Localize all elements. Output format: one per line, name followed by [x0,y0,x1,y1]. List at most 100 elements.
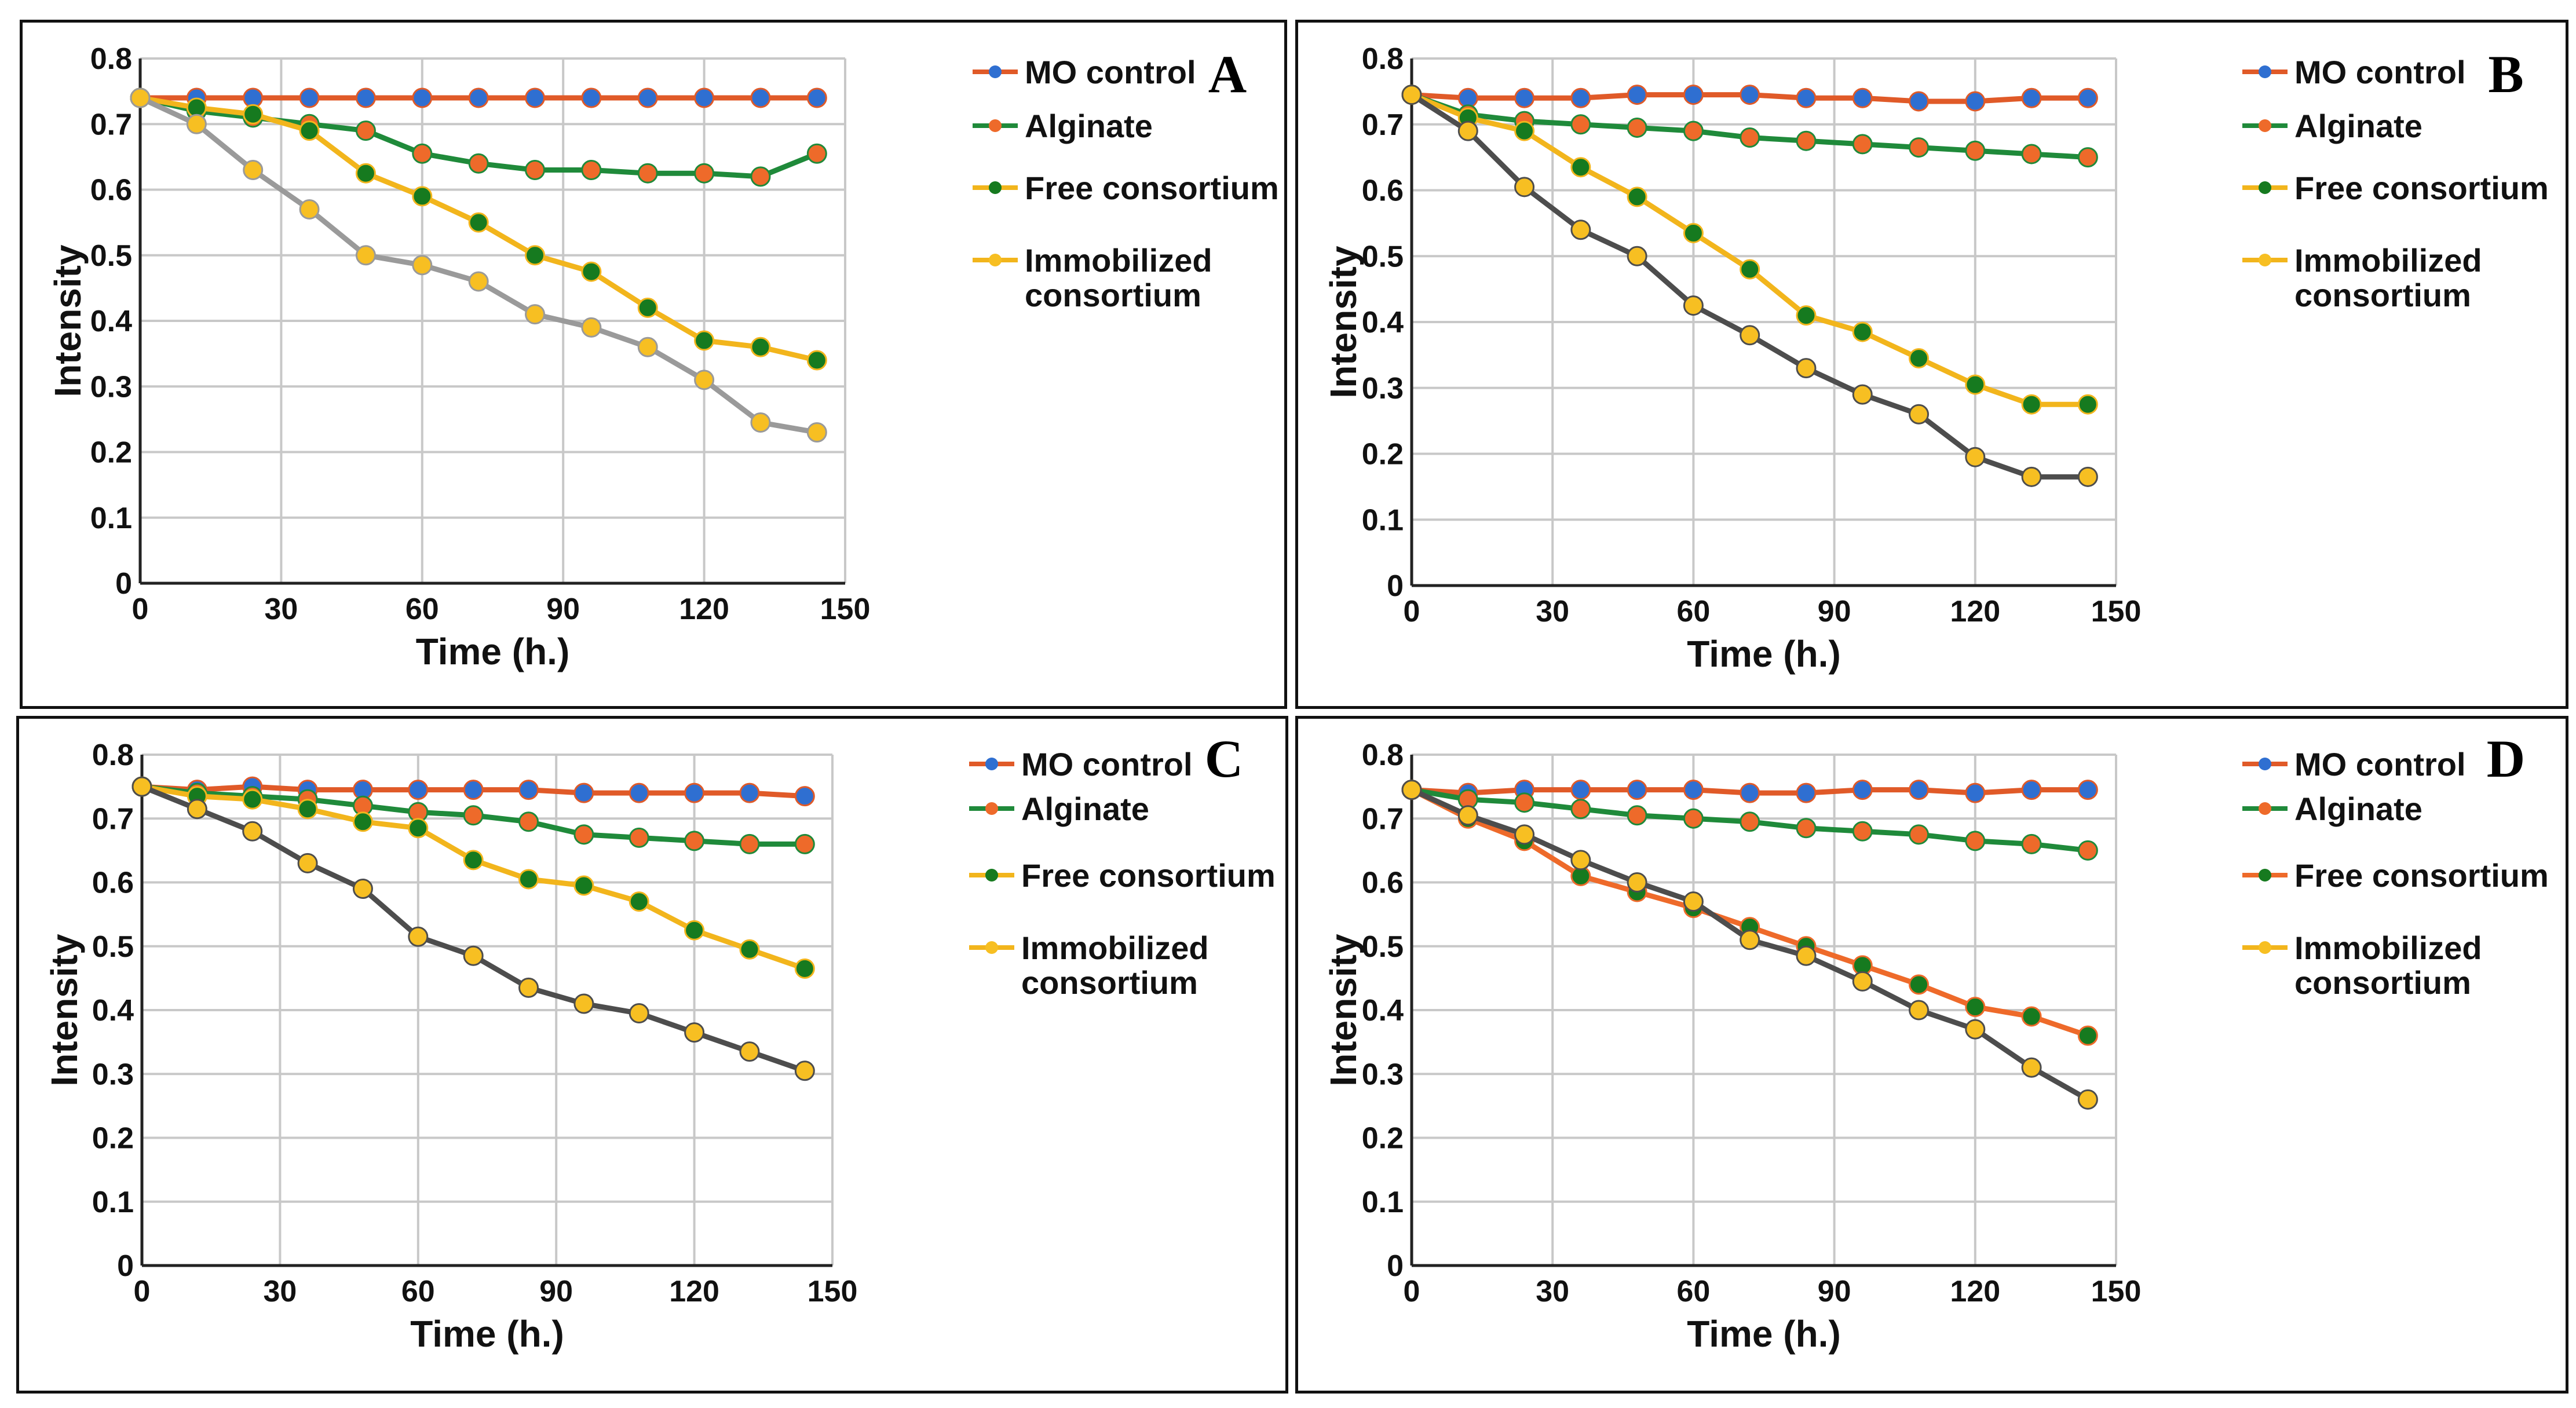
data-point [2077,780,2098,800]
x-tick-label: 0 [1404,595,1420,628]
legend-swatch-marker [2259,758,2271,770]
panel-label: D [2487,729,2525,788]
data-point [2077,87,2098,108]
y-tick-label: 0.3 [90,370,132,404]
data-point [299,87,320,108]
data-point [637,87,658,108]
legend-label: MO control [1025,54,1196,90]
data-point [299,120,320,141]
data-point [694,163,715,184]
data-point [186,114,207,134]
data-point [518,869,539,890]
data-point [468,87,489,108]
data-point [1796,818,1817,839]
data-point [1683,295,1704,316]
data-point [581,160,602,181]
legend-label: Alginate [1021,791,1149,827]
data-point [408,818,429,839]
series-mo-control [1401,780,2098,803]
y-tick-label: 0.6 [92,866,134,900]
legend-label: consortium [2294,277,2471,313]
data-point [412,186,433,207]
data-point [694,330,715,351]
data-point [1796,87,1817,108]
data-point [1852,134,1873,155]
data-point [1740,127,1760,148]
legend-swatch-marker [989,119,1002,132]
chart-panel-b: 0 0.1 0.2 0.3 0.4 0.5 0.6 0.7 0.8 0 30 60 90 120 150 Ti… [1295,20,2568,709]
y-tick-label: 0.7 [1362,108,1404,142]
legend-label: Immobilized [1025,242,1212,279]
legend-item: MO control [969,746,1193,782]
data-point [1852,321,1873,342]
panel-label: C [1205,729,1243,788]
data-point [739,1041,760,1062]
data-point [581,317,602,338]
y-tick-label: 0.6 [1362,174,1404,208]
legend-swatch-marker [2259,941,2271,954]
legend-label: MO control [2294,746,2466,782]
y-axis-title: Intensity [1322,934,1364,1087]
legend-item: Free consortium [2242,857,2549,894]
data-point [637,337,658,357]
legend-item: MO control [2242,746,2466,782]
y-tick-label: 0.4 [1362,994,1404,1027]
data-point [2021,466,2042,487]
legend-swatch-marker [985,758,998,770]
legend-item: MO control [2242,54,2466,90]
data-point [1852,971,1873,992]
chart-panel-c: 0 0.1 0.2 0.3 0.4 0.5 0.6 0.7 0.8 0 30 60 90 120 150 Ti… [16,716,1288,1394]
data-point [1909,404,1930,425]
data-point [2021,780,2042,800]
data-point [573,875,594,896]
panel-label: B [2488,45,2523,104]
data-point [1965,831,1986,851]
data-point [794,833,815,854]
legend-label: Free consortium [2294,857,2549,894]
y-tick-label: 0.1 [90,502,132,535]
data-point [794,786,815,807]
data-point [1796,945,1817,966]
y-tick-label: 0 [1387,1249,1404,1283]
y-axis-title: Intensity [47,244,89,397]
data-point [1401,780,1422,800]
data-point [1683,808,1704,829]
data-point [1909,780,1930,800]
data-point [1796,782,1817,803]
legend-swatch-marker [2259,254,2271,266]
data-point [637,163,658,184]
data-point [408,780,429,800]
data-point [1796,358,1817,379]
data-point [518,977,539,998]
series-mo-control [131,776,815,807]
data-point [1740,259,1760,280]
y-tick-label: 0 [117,1249,134,1283]
data-point [1965,996,1986,1017]
data-point [1457,120,1478,141]
series-line [139,95,818,435]
legend-item: Free consortium [973,170,1279,206]
y-tick-label: 0.1 [1362,503,1404,537]
data-point [468,271,489,292]
data-point [1570,87,1591,108]
legend-swatch-marker [989,254,1002,266]
panel-label: A [1208,45,1247,104]
data-point [1514,120,1535,141]
data-point [352,811,373,832]
data-point [1514,824,1535,845]
data-point [684,1022,705,1043]
y-tick-label: 0 [115,567,132,601]
data-point [525,87,546,108]
line-chart-c: 0 0.1 0.2 0.3 0.4 0.5 0.6 0.7 0.8 0 30 60 90 120 150 Ti… [43,729,1276,1355]
data-point [1965,374,1986,395]
data-point [1740,782,1760,803]
x-tick-label: 90 [1818,1275,1851,1308]
data-point [637,297,658,318]
legend-swatch-marker [2259,869,2271,882]
legend-swatch-marker [2259,65,2271,78]
series-free-consortium [131,776,815,979]
data-point [806,422,827,443]
data-point [468,212,489,233]
